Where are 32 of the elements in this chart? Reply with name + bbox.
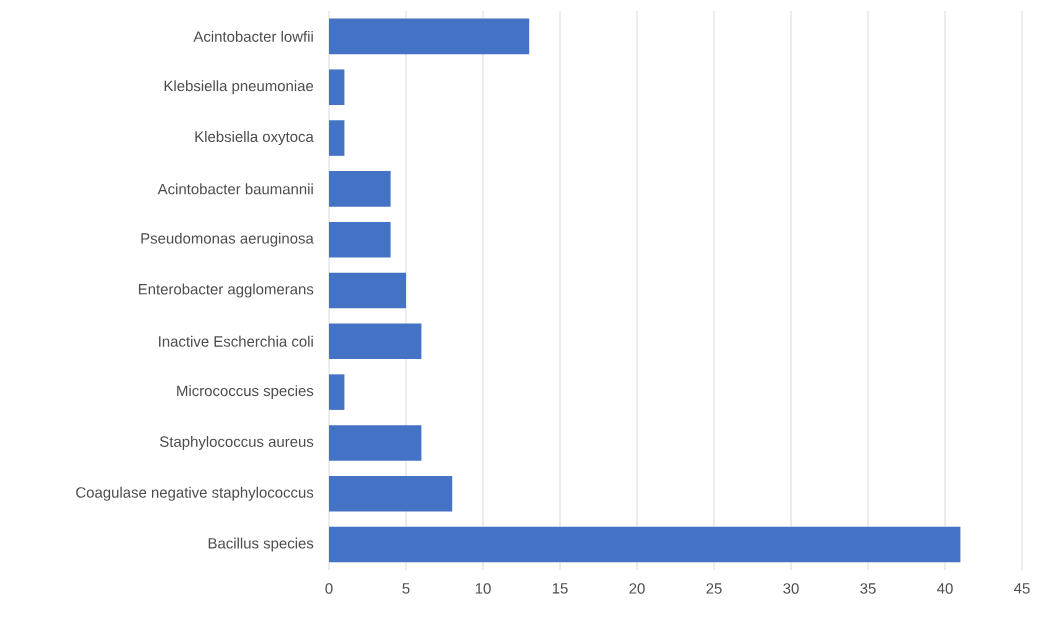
y-tick-label: Acintobacter lowfii: [193, 30, 313, 42]
bar: [329, 323, 422, 360]
y-tick-label: Inactive Escherchia coli: [159, 335, 313, 347]
y-tick-label: Bacillus species: [208, 537, 314, 552]
y-tick-label: Klebsiella pneumoniae: [164, 80, 314, 95]
x-tick-label: 30: [783, 583, 799, 594]
bar: [329, 526, 961, 563]
x-tick-label: 10: [475, 583, 491, 594]
bar: [329, 18, 530, 55]
x-tick-label: 45: [1014, 583, 1030, 594]
bar: [329, 272, 407, 309]
bar: [329, 425, 422, 461]
bar: [329, 171, 391, 207]
bar: [329, 221, 391, 258]
x-tick-label: 20: [629, 583, 645, 594]
x-tick-label: 0: [325, 583, 333, 594]
bar: [329, 374, 345, 410]
y-tick-label: Staphylococcus aureus: [159, 435, 314, 450]
bar: [329, 120, 345, 156]
y-tick-label: Micrococcus species: [177, 385, 314, 400]
x-tick-label: 5: [402, 583, 410, 594]
x-tick-label: 35: [860, 583, 876, 594]
x-tick-label: 40: [937, 583, 953, 594]
y-tick-label: Acintobacter baumannii: [157, 183, 313, 195]
x-tick-label: 15: [552, 583, 568, 594]
bar: [329, 69, 345, 105]
y-tick-label: Pseudomonas aeruginosa: [141, 232, 314, 247]
y-tick-label: Klebsiella oxytoca: [195, 131, 314, 145]
bar: [329, 475, 453, 512]
y-tick-label: Enterobacter agglomerans: [138, 283, 314, 298]
y-tick-label: Coagulase negative staphylococcus: [76, 486, 314, 501]
x-tick-label: 25: [706, 583, 722, 594]
